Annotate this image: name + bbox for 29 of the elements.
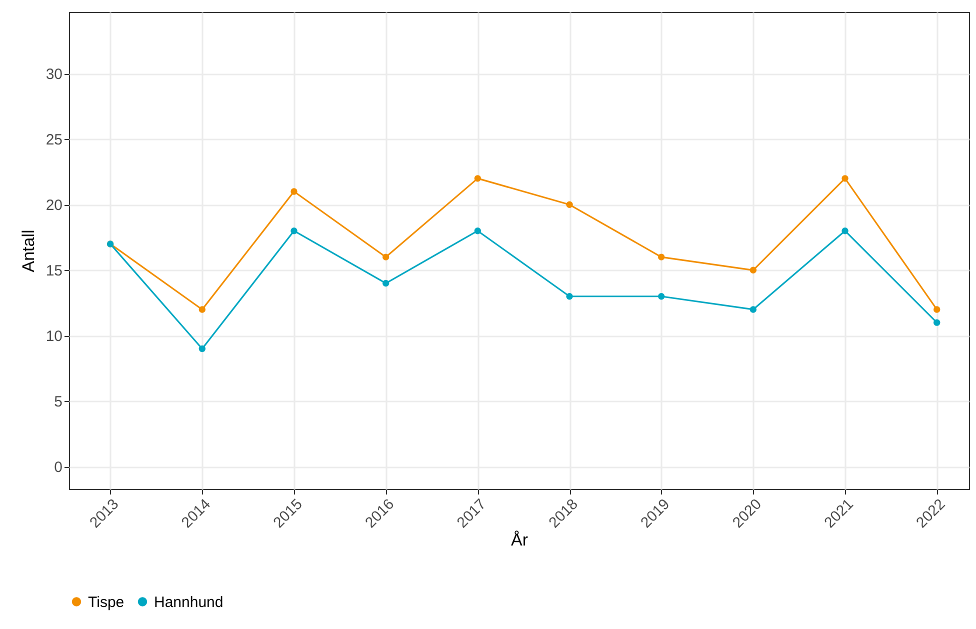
y-tick-label: 0	[54, 459, 62, 476]
y-tick-label: 5	[54, 394, 62, 411]
legend-label: Tispe	[88, 594, 124, 611]
point	[198, 345, 206, 352]
point	[474, 227, 482, 234]
point	[842, 175, 848, 182]
point	[290, 227, 298, 234]
point	[198, 306, 206, 313]
point	[750, 306, 757, 313]
point	[842, 227, 848, 234]
point	[290, 188, 298, 195]
point	[382, 254, 390, 260]
point	[382, 280, 390, 287]
y-tick-label: 20	[46, 197, 62, 214]
legend-label: Hannhund	[154, 594, 224, 611]
point	[474, 175, 482, 182]
y-tick-label: 15	[46, 262, 62, 280]
point	[934, 319, 940, 326]
point	[658, 293, 665, 300]
point	[566, 293, 573, 300]
point	[658, 254, 665, 260]
y-axis-title: Antall	[18, 230, 38, 272]
point	[566, 201, 573, 208]
y-tick-label: 30	[46, 66, 62, 84]
y-tick-label: 25	[46, 132, 62, 149]
point	[750, 266, 757, 274]
y-tick-label: 10	[46, 328, 62, 346]
x-axis-title: År	[511, 530, 528, 550]
point	[934, 306, 940, 313]
